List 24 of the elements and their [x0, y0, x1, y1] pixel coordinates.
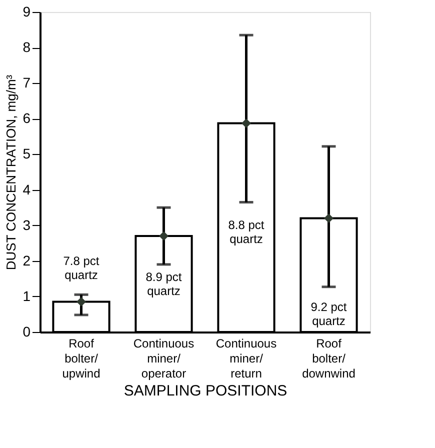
point	[76, 297, 86, 307]
y-tick-label: 0	[22, 324, 31, 340]
y-tick-label: 5	[22, 146, 31, 162]
x-axis-title: SAMPLING POSITIONS	[124, 382, 288, 400]
y-tick-label: 9	[22, 4, 31, 20]
point	[324, 213, 334, 223]
y-tick-label: 7	[22, 74, 31, 91]
annotation: 8.8 pct quartz	[228, 218, 265, 246]
y-tick-label: 4	[22, 181, 31, 198]
x-tick-label: Continuous miner/ operator	[133, 336, 194, 380]
point	[159, 231, 168, 241]
x-tick-label: Roof bolter/ upwind	[62, 336, 100, 380]
y-tick-label: 3	[22, 216, 31, 233]
point	[242, 118, 251, 128]
x-tick-label: Continuous miner/ return	[216, 336, 277, 380]
y-tick-label: 6	[22, 110, 31, 126]
y-tick-label: 2	[22, 252, 31, 268]
y-axis-title: DUST CONCENTRATION, mg/m³	[4, 74, 19, 270]
x-tick-label: Roof bolter/ downwind	[302, 336, 356, 380]
y-tick-label: 1	[22, 288, 31, 304]
annotation: 8.9 pct quartz	[146, 270, 182, 298]
y-tick-label: 8	[22, 39, 31, 56]
annotation: 7.8 pct quartz	[63, 254, 100, 282]
annotation: 9.2 pct quartz	[310, 300, 348, 328]
